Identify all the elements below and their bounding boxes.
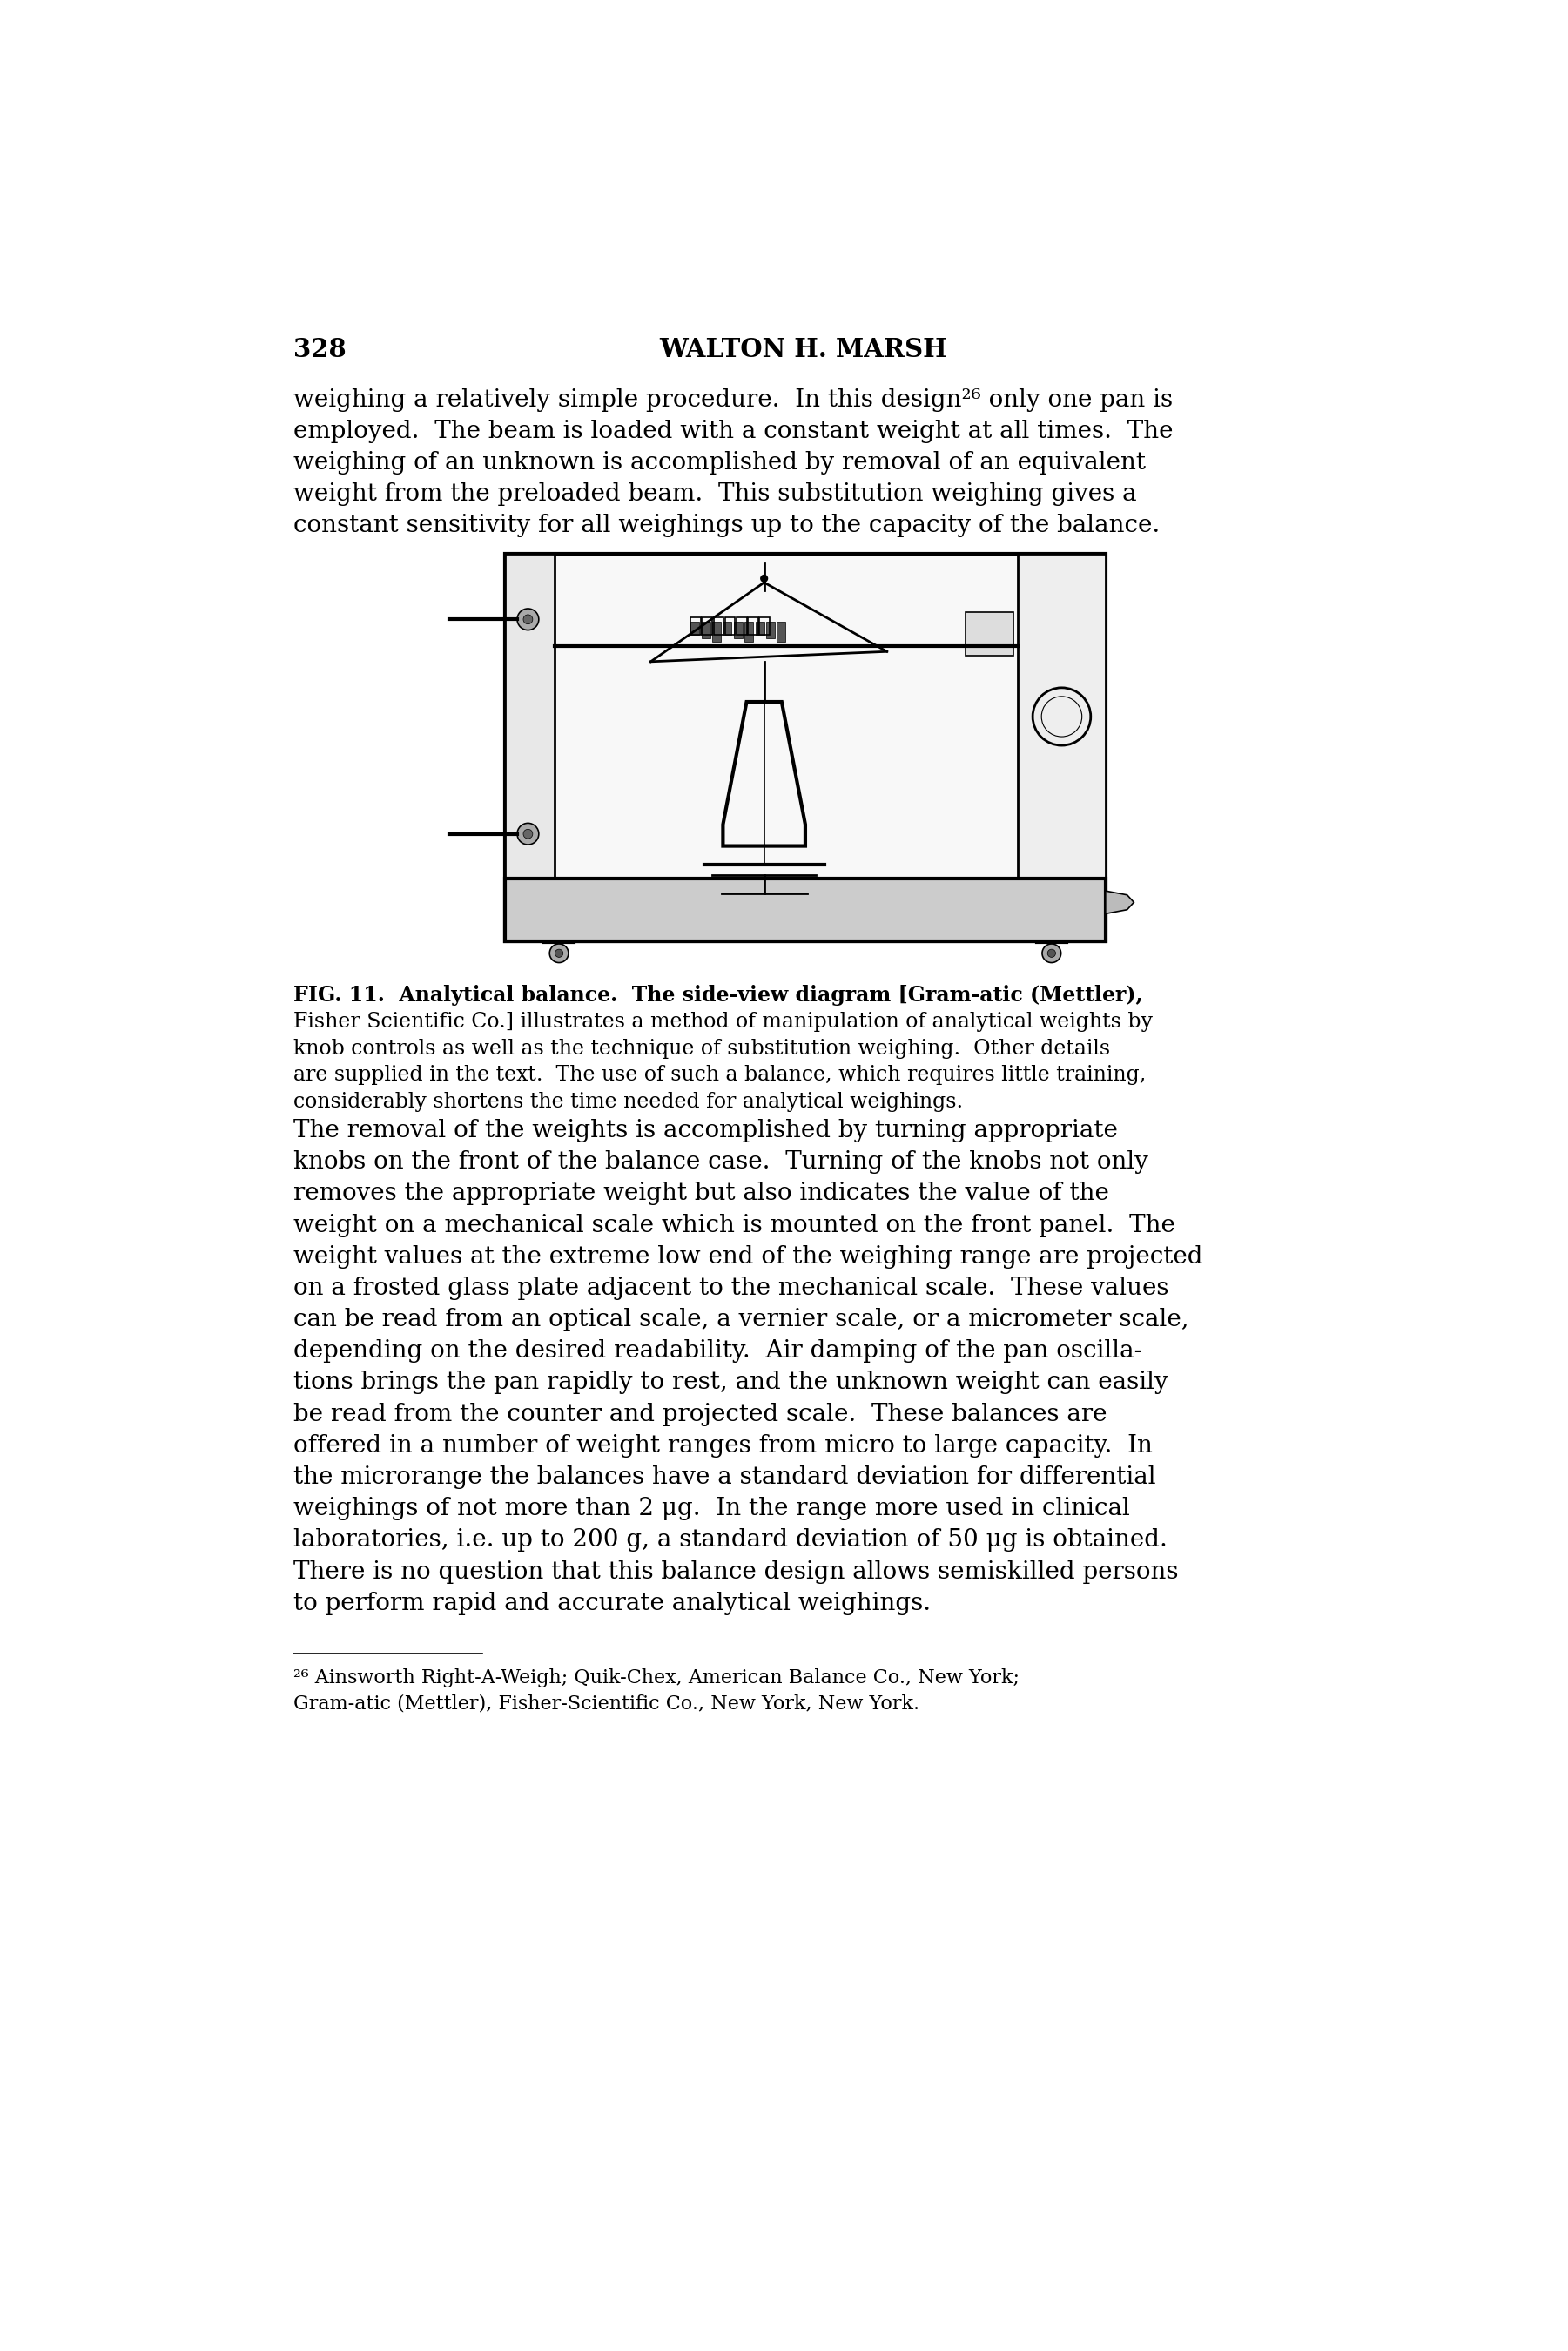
Text: ²⁶ Ainsworth Right-A-Weigh; Quik-Chex, American Balance Co., New York;: ²⁶ Ainsworth Right-A-Weigh; Quik-Chex, A… — [293, 1669, 1019, 1688]
Text: laboratories, i.e. up to 200 g, a standard deviation of 50 μg is obtained.: laboratories, i.e. up to 200 g, a standa… — [293, 1528, 1167, 1552]
Text: FIG. 11.  Analytical balance.  The side-view diagram [Gram-atic (Mettler),: FIG. 11. Analytical balance. The side-vi… — [293, 985, 1143, 1006]
Text: considerably shortens the time needed for analytical weighings.: considerably shortens the time needed fo… — [293, 1093, 963, 1112]
Text: knob controls as well as the technique of substitution weighing.  Other details: knob controls as well as the technique o… — [293, 1039, 1110, 1058]
Text: Gram-atic (Mettler), Fisher-Scientific Co., New York, New York.: Gram-atic (Mettler), Fisher-Scientific C… — [293, 1695, 919, 1714]
Circle shape — [524, 830, 533, 839]
Text: weight on a mechanical scale which is mounted on the front panel.  The: weight on a mechanical scale which is mo… — [293, 1213, 1174, 1237]
Text: weighings of not more than 2 μg.  In the range more used in clinical: weighings of not more than 2 μg. In the … — [293, 1498, 1129, 1521]
Text: tions brings the pan rapidly to rest, and the unknown weight can easily: tions brings the pan rapidly to rest, an… — [293, 1371, 1168, 1394]
Circle shape — [524, 614, 533, 623]
Text: weight values at the extreme low end of the weighing range are projected: weight values at the extreme low end of … — [293, 1246, 1203, 1270]
Polygon shape — [723, 621, 732, 635]
Text: removes the appropriate weight but also indicates the value of the: removes the appropriate weight but also … — [293, 1183, 1109, 1206]
Polygon shape — [734, 621, 743, 637]
Polygon shape — [1105, 891, 1134, 915]
Text: weighing of an unknown is accomplished by removal of an equivalent: weighing of an unknown is accomplished b… — [293, 451, 1146, 475]
Polygon shape — [712, 621, 721, 642]
Polygon shape — [966, 611, 1014, 656]
Polygon shape — [778, 621, 786, 642]
Polygon shape — [505, 555, 1105, 940]
Text: are supplied in the text.  The use of such a balance, which requires little trai: are supplied in the text. The use of suc… — [293, 1065, 1146, 1086]
Polygon shape — [701, 621, 710, 637]
Text: depending on the desired readability.  Air damping of the pan oscilla-: depending on the desired readability. Ai… — [293, 1340, 1142, 1364]
Text: The removal of the weights is accomplished by turning appropriate: The removal of the weights is accomplish… — [293, 1119, 1118, 1143]
Text: be read from the counter and projected scale.  These balances are: be read from the counter and projected s… — [293, 1404, 1107, 1427]
Polygon shape — [745, 621, 753, 642]
Text: There is no question that this balance design allows semiskilled persons: There is no question that this balance d… — [293, 1561, 1178, 1585]
Circle shape — [549, 943, 569, 962]
Polygon shape — [505, 879, 1105, 940]
Polygon shape — [767, 621, 775, 637]
Text: 328: 328 — [293, 336, 347, 362]
Circle shape — [555, 950, 563, 957]
Text: weighing a relatively simple procedure.  In this design²⁶ only one pan is: weighing a relatively simple procedure. … — [293, 388, 1173, 411]
Text: WALTON H. MARSH: WALTON H. MARSH — [660, 336, 947, 362]
Polygon shape — [505, 555, 554, 882]
Text: on a frosted glass plate adjacent to the mechanical scale.  These values: on a frosted glass plate adjacent to the… — [293, 1277, 1168, 1300]
Circle shape — [760, 576, 767, 581]
Text: Fisher Scientific Co.] illustrates a method of manipulation of analytical weight: Fisher Scientific Co.] illustrates a met… — [293, 1011, 1152, 1032]
Text: weight from the preloaded beam.  This substitution weighing gives a: weight from the preloaded beam. This sub… — [293, 482, 1137, 505]
Circle shape — [1043, 943, 1062, 962]
Polygon shape — [1018, 555, 1105, 882]
Polygon shape — [756, 621, 764, 635]
Polygon shape — [690, 621, 699, 635]
Text: employed.  The beam is loaded with a constant weight at all times.  The: employed. The beam is loaded with a cons… — [293, 418, 1173, 442]
Text: offered in a number of weight ranges from micro to large capacity.  In: offered in a number of weight ranges fro… — [293, 1434, 1152, 1458]
Text: knobs on the front of the balance case.  Turning of the knobs not only: knobs on the front of the balance case. … — [293, 1150, 1148, 1173]
Text: the microrange the balances have a standard deviation for differential: the microrange the balances have a stand… — [293, 1465, 1156, 1488]
Circle shape — [1047, 950, 1055, 957]
Text: can be read from an optical scale, a vernier scale, or a micrometer scale,: can be read from an optical scale, a ver… — [293, 1307, 1189, 1331]
Text: constant sensitivity for all weighings up to the capacity of the balance.: constant sensitivity for all weighings u… — [293, 515, 1160, 538]
Circle shape — [517, 823, 539, 844]
Text: to perform rapid and accurate analytical weighings.: to perform rapid and accurate analytical… — [293, 1592, 930, 1615]
Circle shape — [517, 609, 539, 630]
